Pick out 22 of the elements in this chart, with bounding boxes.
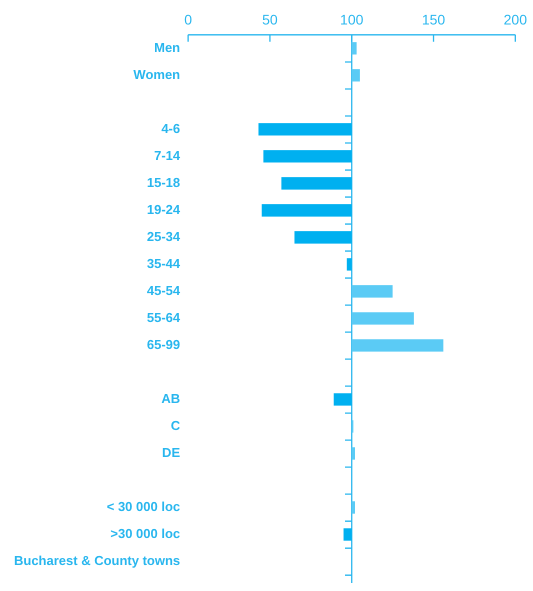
y-tick-label: Men — [154, 40, 180, 55]
y-tick-label: AB — [161, 391, 180, 406]
y-tick-label: 55-64 — [146, 310, 181, 325]
y-tick-label: 65-99 — [146, 336, 180, 352]
x-tick-label: 200 — [504, 11, 528, 28]
y-tick-label: >30 000 loc — [110, 526, 180, 542]
y-tick-label: 4-6 — [161, 120, 180, 136]
y-tick-label: 45-54 — [146, 282, 181, 298]
y-tick-label: 35-44 — [146, 256, 181, 271]
y-tick-label: 19-24 — [146, 202, 181, 217]
y-tick-label: C — [170, 418, 181, 434]
y-tick-label: 15-18 — [146, 174, 180, 190]
x-tick-label: 100 — [340, 11, 364, 28]
y-tick-label: Bucharest & County towns — [14, 553, 180, 568]
x-tick-label: 50 — [262, 11, 278, 28]
y-tick-label: 7-14 — [154, 148, 181, 163]
x-tick-label: 0 — [184, 11, 192, 28]
y-tick-label: DE — [162, 445, 180, 460]
y-tick-label: 25-34 — [146, 228, 181, 244]
y-tick-label: < 30 000 loc — [106, 499, 180, 514]
y-tick-label: Women — [133, 66, 180, 82]
x-tick-label: 150 — [422, 11, 446, 28]
